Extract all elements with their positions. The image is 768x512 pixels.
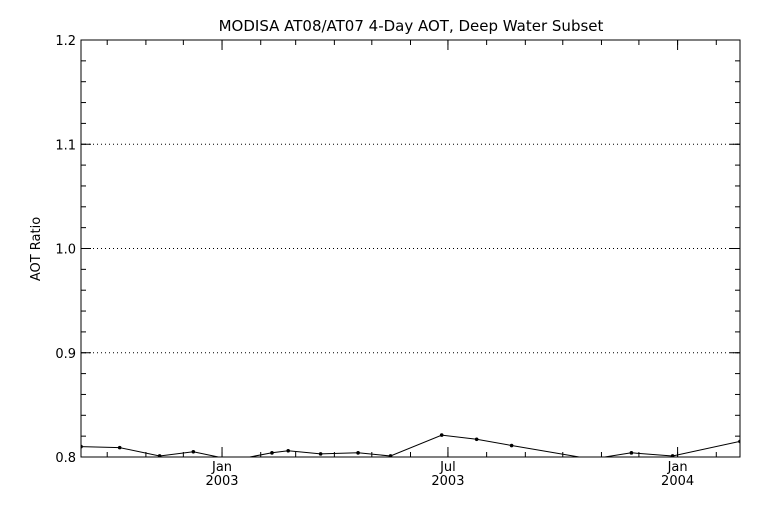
y-tick-label: 1.1 — [55, 138, 76, 153]
y-tick-label: 1.2 — [55, 34, 76, 49]
data-point — [356, 451, 360, 455]
data-point — [157, 454, 162, 457]
axes — [80, 39, 741, 458]
x-tick-year: 2003 — [431, 474, 464, 489]
grid-lines — [81, 143, 740, 354]
data-point — [388, 454, 393, 457]
data-point — [286, 448, 290, 453]
data-point — [439, 433, 444, 437]
data-point — [191, 449, 196, 454]
y-axis-label: AOT Ratio — [29, 217, 44, 281]
y-tick-label: 0.8 — [55, 451, 76, 466]
data-point — [670, 454, 675, 457]
x-tick-year: 2003 — [205, 474, 238, 489]
x-tick-month: Jan — [211, 460, 232, 475]
y-tick-label: 0.9 — [55, 347, 76, 362]
data-point — [117, 445, 122, 450]
series-group — [81, 433, 740, 461]
chart-title: MODISA AT08/AT07 4-Day AOT, Deep Water S… — [219, 17, 604, 35]
data-point — [509, 443, 514, 448]
data-point — [318, 452, 323, 456]
x-tick-year: 2004 — [661, 474, 694, 489]
x-tick-month: Jul — [439, 460, 456, 475]
data-point — [629, 451, 634, 455]
x-tick-month: Jan — [667, 460, 688, 475]
y-tick-label: 1.0 — [55, 243, 76, 258]
data-point — [474, 437, 479, 442]
data-point — [270, 451, 274, 455]
data-point — [590, 457, 594, 461]
